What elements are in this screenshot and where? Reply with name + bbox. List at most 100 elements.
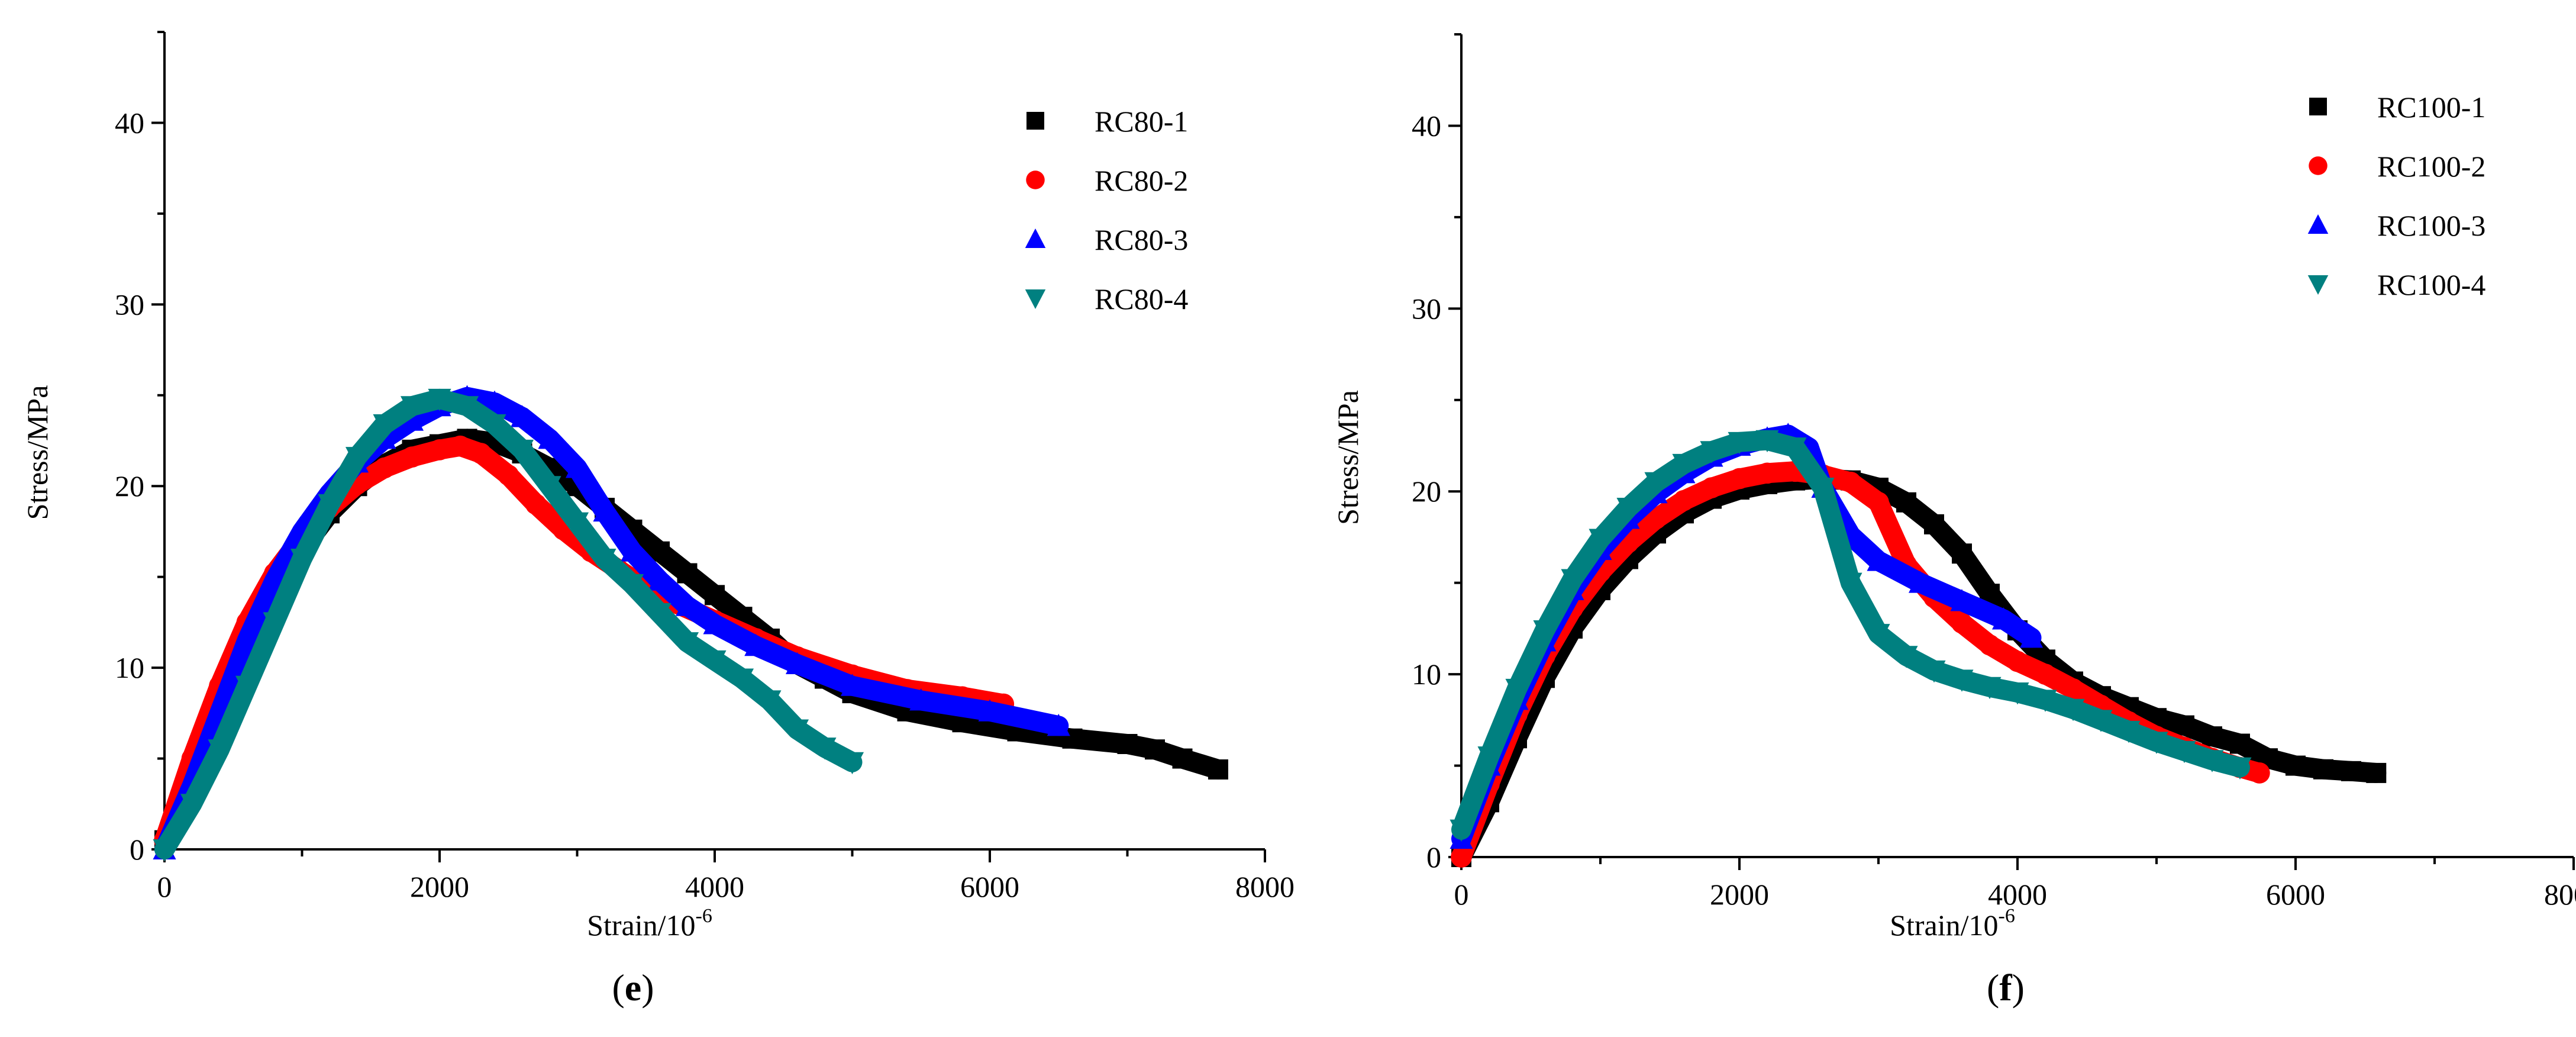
data-point [648,603,672,626]
series-RC100-4 [1450,430,2252,842]
data-point [2341,761,2361,781]
data-point [2117,720,2141,743]
data-point [705,585,725,606]
data-point [565,456,589,478]
data-point [2062,678,2084,700]
data-point [677,563,698,584]
data-point [785,719,809,742]
data-point [744,633,768,656]
data-point [470,443,492,464]
y-tick-label: 30 [115,288,144,321]
data-point [1644,472,1668,495]
x-tick-label: 4000 [685,870,744,903]
data-point [648,568,672,591]
data-point [813,738,837,760]
data-point [2313,759,2333,780]
data-point [840,752,864,775]
data-point [1729,468,1750,489]
data-point [450,435,471,457]
data-point [675,632,699,655]
data-point [1533,620,1557,643]
legend-marker [2307,275,2329,295]
legend-marker [1025,228,1046,248]
data-point [1908,571,1932,593]
legend-marker [1025,289,1046,309]
data-point [1208,759,1228,780]
legend-marker [2307,214,2329,234]
x-tick-label: 2000 [410,870,469,903]
legend-label: RC100-2 [2377,150,2485,183]
data-point [1979,634,2000,656]
data-point [1839,572,1862,595]
data-point [2033,690,2057,712]
data-point [593,499,616,522]
data-point [1728,431,1751,455]
x-tick-label: 8000 [2544,878,2576,911]
data-point [1757,462,1778,484]
data-point [510,439,534,462]
data-point [2173,740,2196,764]
data-point [2089,710,2113,732]
legend-marker [2309,98,2327,115]
data-point [498,464,519,486]
data-point [2202,726,2222,747]
data-point [429,439,450,460]
data-point [2249,762,2270,784]
data-point [1894,646,1918,668]
data-point [2007,650,2028,672]
data-point [1811,478,1835,500]
data-point [1589,529,1612,551]
data-point [1450,819,1473,842]
data-point [1952,543,1972,564]
data-point [483,414,506,437]
data-point [1783,437,1807,460]
data-point [1172,748,1193,769]
y-tick-label: 40 [115,106,144,139]
y-tick-label: 20 [115,469,144,503]
data-point [1505,678,1529,701]
data-point [2145,732,2168,754]
y-tick-label: 30 [1412,292,1441,325]
data-point [1673,489,1694,511]
data-point [235,675,259,698]
data-point [208,739,231,762]
data-point [1950,589,1974,611]
data-point [2019,625,2044,648]
y-axis-label: Stress/MPa [21,385,54,520]
y-tick-label: 0 [1426,840,1441,874]
y-tick-label: 10 [115,651,144,684]
data-point [1867,624,1890,646]
data-point [1951,612,1973,634]
data-point [1701,477,1722,498]
data-point [1700,441,1723,463]
data-point [675,594,699,616]
data-point [909,688,933,711]
legend-label: RC80-2 [1095,164,1188,197]
chart-panel-f: 0 2000 4000 6000 8000 0 10 20 30 40 Strain/10-6 Str… [1331,33,2576,1009]
panel-label: (f) [1987,967,2025,1009]
data-point [153,839,176,862]
data-point [483,390,506,413]
y-tick-label: 0 [130,833,144,866]
legend-marker [2309,156,2328,175]
data-point [730,668,754,691]
data-point [290,548,314,571]
data-point [1922,660,1946,683]
data-point [525,494,547,515]
data-point [345,447,369,469]
data-point [1950,669,1974,692]
data-point [2228,757,2252,780]
data-point [1867,549,1890,571]
x-axis-label: Strain/10-6 [587,905,712,942]
x-tick-label: 4000 [1988,878,2047,911]
panel-label: (e) [612,967,654,1009]
data-point [703,612,727,635]
data-point [1616,498,1640,520]
data-point [401,446,423,468]
data-point [1451,846,1472,868]
data-point [2286,755,2306,776]
data-point [1896,492,1916,513]
data-point [2006,682,2029,705]
